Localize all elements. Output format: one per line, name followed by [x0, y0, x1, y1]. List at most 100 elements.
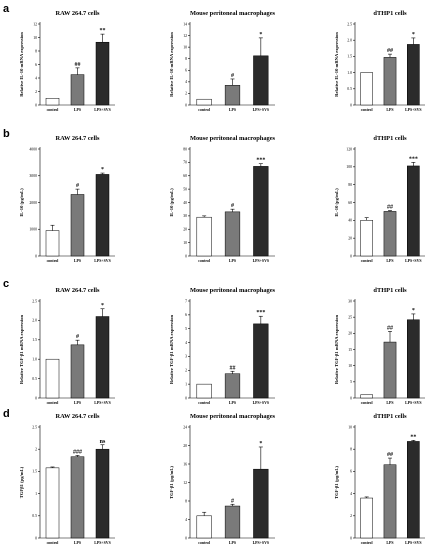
- significance-label: ***: [256, 310, 265, 316]
- y-tick-label: 14: [183, 22, 187, 26]
- bar-lps: [70, 456, 85, 539]
- y-tick-label: 0: [185, 103, 187, 107]
- chart-title: Mouse peritoneal macrophages: [190, 135, 276, 142]
- y-axis-label: Relative IL-10 mRNA expression: [169, 32, 174, 97]
- y-tick-label: 30: [348, 299, 352, 303]
- bar-control: [360, 394, 373, 399]
- y-tick-label: 10: [33, 36, 37, 40]
- category-label: LPS+SVS: [94, 401, 111, 405]
- y-tick-label: 2: [185, 92, 187, 96]
- significance-label: *: [101, 167, 104, 173]
- y-tick-label: 10: [183, 241, 187, 245]
- chart-title: RAW 264.7 cells: [55, 135, 100, 142]
- chart-b-1: RAW 264.7 cells IL-10 (pg/mL) 0 1000 2000 300…: [19, 135, 115, 263]
- bar-control: [45, 230, 60, 257]
- y-tick-label: 3: [185, 355, 187, 359]
- y-tick-label: 5: [350, 380, 352, 384]
- significance-label: #: [231, 73, 234, 79]
- y-axis-label: IL-10 (pg/mL): [169, 188, 174, 217]
- y-tick-label: 10: [183, 45, 187, 49]
- chart-title: dTHP1 cells: [373, 10, 407, 17]
- bar-lps-svs: [95, 316, 110, 399]
- category-label: LPS+SVS: [94, 541, 111, 545]
- significance-label: ##: [387, 452, 393, 458]
- category-label: control: [198, 259, 211, 263]
- significance-label: ##: [75, 62, 81, 68]
- category-label: LPS: [74, 108, 81, 112]
- y-tick-label: 0: [35, 396, 37, 400]
- y-axis-label: TGF-β1 (pg/mL): [169, 466, 174, 499]
- y-tick-label: 7: [185, 299, 187, 303]
- y-tick-label: 3000: [29, 174, 37, 178]
- y-axis-label: Relative TGF-β1 mRNA expression: [169, 314, 174, 384]
- category-label: control: [47, 108, 60, 112]
- category-label: control: [198, 108, 211, 112]
- y-tick-label: 0: [35, 536, 37, 540]
- chart-c-3: dTHP1 cells Relative TGF-β1 mRNA expressi…: [334, 287, 425, 405]
- significance-label: ##: [230, 365, 236, 371]
- y-tick-label: 2.5: [32, 425, 37, 429]
- y-tick-label: 20: [183, 228, 187, 232]
- significance-label: *: [412, 32, 415, 38]
- category-label: control: [47, 401, 60, 405]
- category-label: LPS: [229, 401, 236, 405]
- y-tick-label: 2.0: [32, 319, 37, 323]
- chart-d-2: Mouse peritoneal macrophages TGF-β1 (pg/m…: [169, 413, 276, 545]
- y-tick-label: 0: [185, 254, 187, 258]
- significance-label: ##: [387, 325, 393, 331]
- bar-lps-svs: [407, 44, 420, 106]
- y-tick-label: 6: [35, 63, 37, 67]
- y-axis-label: Relative TGF-β1 mRNA expression: [19, 314, 24, 384]
- y-tick-label: 60: [183, 174, 187, 178]
- bar-control: [360, 72, 373, 106]
- category-label: LPS: [74, 541, 81, 545]
- y-tick-label: 1.5: [347, 55, 352, 59]
- significance-label: #: [231, 498, 234, 504]
- y-tick-label: 20: [348, 332, 352, 336]
- bar-control: [196, 515, 212, 539]
- y-axis-label: Relative IL-10 mRNA expression: [334, 32, 339, 97]
- y-tick-label: 2: [35, 448, 37, 452]
- bar-lps: [70, 74, 85, 106]
- significance-label: **: [100, 28, 106, 34]
- bar-lps-svs: [253, 166, 269, 257]
- category-label: LPS: [229, 541, 236, 545]
- bar-lps: [224, 373, 241, 399]
- y-tick-label: 0.5: [32, 377, 37, 381]
- category-label: control: [198, 541, 211, 545]
- category-label: LPS+SVS: [405, 108, 422, 112]
- chart-title: dTHP1 cells: [373, 413, 407, 420]
- y-tick-label: 1.0: [347, 71, 352, 75]
- panel-letter-d: d: [3, 408, 10, 420]
- bar-lps-svs: [95, 41, 110, 106]
- y-tick-label: 2: [185, 369, 187, 373]
- y-tick-label: 1.5: [32, 470, 37, 474]
- chart-a-2: Mouse peritoneal macrophages Relative IL-…: [169, 10, 276, 112]
- category-label: LPS: [74, 259, 81, 263]
- bar-control: [45, 98, 60, 106]
- category-label: LPS+SVS: [405, 259, 422, 263]
- category-label: LPS+SVS: [253, 108, 270, 112]
- y-tick-label: 80: [348, 183, 352, 187]
- bar-lps-svs: [407, 319, 420, 399]
- y-tick-label: 12: [183, 481, 187, 485]
- bar-control: [196, 98, 212, 106]
- panel-letter-c: c: [3, 278, 9, 290]
- y-axis-label: Relative TGF-β1 mRNA expression: [334, 314, 339, 384]
- y-tick-label: 0.5: [32, 514, 37, 518]
- bar-lps: [383, 57, 397, 106]
- y-tick-label: 120: [346, 147, 352, 151]
- chart-c-2: Mouse peritoneal macrophages Relative TGF…: [169, 287, 276, 405]
- category-label: LPS+SVS: [94, 108, 111, 112]
- y-tick-label: 70: [183, 161, 187, 165]
- y-tick-label: 0: [350, 396, 352, 400]
- bar-lps: [224, 505, 241, 539]
- charts-layer: RAW 264.7 cells Relative IL-10 mRNA expre…: [19, 10, 425, 545]
- y-tick-label: 8: [35, 49, 37, 53]
- y-tick-label: 25: [348, 315, 352, 319]
- significance-label: #: [76, 183, 79, 189]
- chart-title: Mouse peritoneal macrophages: [190, 10, 276, 17]
- chart-a-1: RAW 264.7 cells Relative IL-10 mRNA expre…: [19, 10, 115, 112]
- y-tick-label: 6: [185, 313, 187, 317]
